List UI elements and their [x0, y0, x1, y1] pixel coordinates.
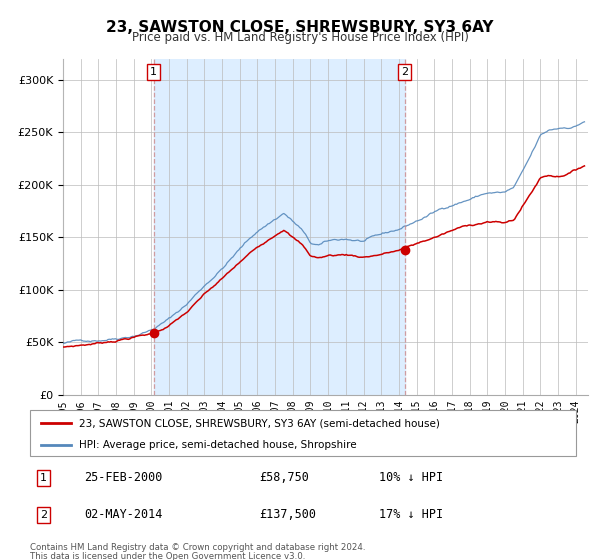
- Text: HPI: Average price, semi-detached house, Shropshire: HPI: Average price, semi-detached house,…: [79, 440, 357, 450]
- Text: 2: 2: [401, 67, 408, 77]
- Text: 1: 1: [40, 473, 47, 483]
- Bar: [154, 59, 404, 395]
- Text: 17% ↓ HPI: 17% ↓ HPI: [379, 508, 443, 521]
- Text: Price paid vs. HM Land Registry's House Price Index (HPI): Price paid vs. HM Land Registry's House …: [131, 31, 469, 44]
- Text: 25-FEB-2000: 25-FEB-2000: [85, 471, 163, 484]
- Text: 23, SAWSTON CLOSE, SHREWSBURY, SY3 6AY: 23, SAWSTON CLOSE, SHREWSBURY, SY3 6AY: [106, 20, 494, 35]
- Text: 2: 2: [40, 510, 47, 520]
- Text: 23, SAWSTON CLOSE, SHREWSBURY, SY3 6AY (semi-detached house): 23, SAWSTON CLOSE, SHREWSBURY, SY3 6AY (…: [79, 418, 440, 428]
- FancyBboxPatch shape: [30, 410, 576, 456]
- Text: £137,500: £137,500: [259, 508, 316, 521]
- Text: Contains HM Land Registry data © Crown copyright and database right 2024.: Contains HM Land Registry data © Crown c…: [30, 543, 365, 552]
- Text: £58,750: £58,750: [259, 471, 309, 484]
- Text: 10% ↓ HPI: 10% ↓ HPI: [379, 471, 443, 484]
- Text: 02-MAY-2014: 02-MAY-2014: [85, 508, 163, 521]
- Text: 1: 1: [150, 67, 157, 77]
- Text: This data is licensed under the Open Government Licence v3.0.: This data is licensed under the Open Gov…: [30, 552, 305, 560]
